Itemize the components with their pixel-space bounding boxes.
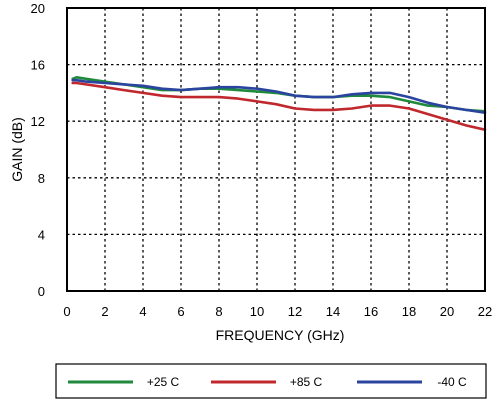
y-tick-label: 12: [31, 114, 45, 129]
series-line-1: [71, 76, 487, 113]
y-tick-label: 4: [38, 227, 45, 242]
x-tick-label: 14: [326, 304, 340, 319]
x-tick-label: 10: [250, 304, 264, 319]
legend-items: +25 C +85 C -40 C: [68, 375, 467, 389]
series-line-3: [71, 78, 487, 114]
y-tick-label: 20: [31, 1, 45, 16]
legend-label-1: +25 C: [147, 375, 180, 389]
y-tick-label: 16: [31, 58, 45, 73]
legend-label-2: +85 C: [290, 375, 323, 389]
x-tick-label: 8: [215, 304, 222, 319]
series-lines: [71, 76, 487, 131]
tick-labels: 0 2 4 6 8 10 12 14 16 18 20 22 0 4 8 12 16 20: [31, 1, 493, 319]
x-tick-label: 2: [101, 304, 108, 319]
y-axis-label: GAIN (dB): [9, 117, 25, 182]
x-axis-label: FREQUENCY (GHz): [216, 327, 345, 343]
x-tick-label: 18: [402, 304, 416, 319]
x-tick-label: 0: [63, 304, 70, 319]
legend-box: [55, 363, 487, 399]
legend: +25 C +85 C -40 C: [55, 363, 487, 399]
x-tick-label: 4: [139, 304, 146, 319]
x-tick-label: 12: [288, 304, 302, 319]
plot-frame: [66, 7, 486, 292]
grid-lines: [67, 8, 485, 291]
x-tick-label: 6: [177, 304, 184, 319]
x-tick-label: 20: [440, 304, 454, 319]
legend-label-3: -40 C: [437, 375, 467, 389]
x-tick-label: 16: [364, 304, 378, 319]
y-tick-label: 8: [38, 171, 45, 186]
y-tick-label: 0: [38, 284, 45, 299]
x-tick-label: 22: [478, 304, 492, 319]
series-line-2: [71, 81, 487, 131]
